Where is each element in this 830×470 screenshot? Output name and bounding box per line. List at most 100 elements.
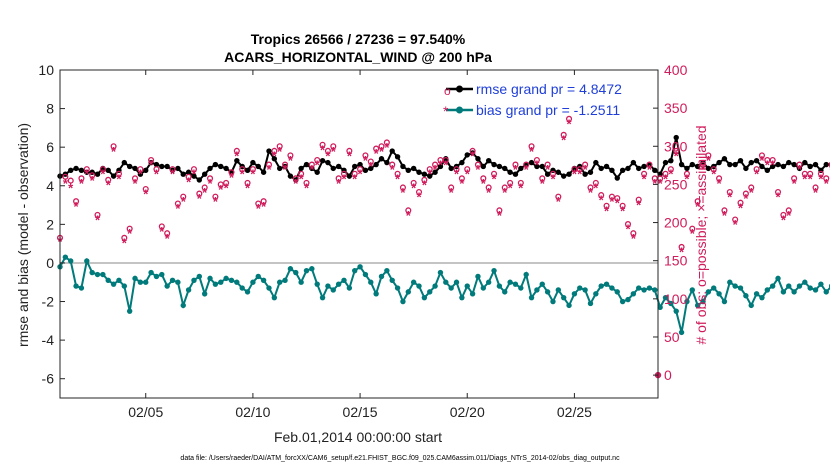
bias-point — [823, 289, 829, 295]
rmse-point — [384, 159, 390, 166]
bias-point — [218, 279, 224, 285]
rmse-point — [121, 159, 128, 166]
rmse-point — [143, 167, 149, 174]
obs-possible-point — [485, 184, 492, 191]
obs-assimilated-point: * — [250, 167, 256, 182]
rmse-point — [689, 161, 695, 168]
y-right-tick-label: 250 — [664, 176, 688, 192]
bias-point — [341, 277, 347, 284]
obs-possible-point — [105, 176, 112, 183]
obs-assimilated-point: * — [68, 180, 74, 195]
bias-point — [689, 287, 695, 293]
bias-point — [298, 279, 304, 285]
rmse-point — [480, 163, 487, 170]
rmse-point — [791, 161, 797, 168]
bias-point — [748, 302, 754, 309]
obs-assimilated-point: * — [561, 132, 567, 147]
obs-possible-point — [785, 207, 792, 214]
y-left-tick-label: 4 — [46, 178, 54, 194]
obs-possible-point — [817, 170, 824, 177]
bias-point — [159, 271, 165, 278]
obs-possible-point — [110, 143, 117, 150]
bias-point — [309, 266, 315, 272]
obs-possible-point — [394, 170, 401, 177]
obs-possible-point — [614, 195, 621, 202]
obs-possible-point — [324, 147, 331, 154]
rmse-point — [68, 167, 74, 174]
bias-point — [507, 279, 513, 285]
obs-assimilated-point: * — [717, 176, 723, 191]
bias-point — [502, 289, 508, 295]
obs-assimilated-point: * — [577, 167, 583, 182]
obs-possible-point — [608, 193, 615, 200]
obs-possible-point — [190, 166, 198, 173]
bias-point — [539, 281, 545, 287]
obs-assimilated-point: * — [813, 185, 819, 200]
obs-assimilated-point: * — [379, 144, 385, 159]
rmse-point — [244, 167, 251, 174]
obs-assimilated-point: * — [433, 162, 439, 177]
obs-possible-point — [555, 193, 562, 200]
rmse-point — [614, 175, 620, 181]
obs-assimilated-point: * — [245, 180, 251, 195]
bias-point — [362, 271, 369, 278]
obs-possible-point — [566, 115, 573, 122]
obs-assimilated-point: * — [304, 180, 310, 195]
obs-assimilated-point: * — [711, 167, 717, 182]
obs-possible-point — [748, 184, 755, 191]
obs-assimilated-point: * — [486, 185, 492, 200]
obs-assimilated-point: * — [722, 208, 728, 223]
obs-possible-point — [201, 184, 208, 191]
bias-point — [384, 267, 390, 274]
obs-possible-point — [399, 184, 406, 191]
obs-possible-point — [742, 190, 749, 197]
bias-point — [196, 273, 203, 280]
obs-possible-point — [726, 188, 733, 196]
bias-point — [786, 283, 792, 289]
obs-assimilated-point: * — [347, 148, 353, 163]
obs-possible-point — [469, 147, 476, 154]
rmse-point — [368, 165, 374, 172]
obs-assimilated-point: * — [508, 180, 514, 195]
rmse-point — [73, 165, 79, 172]
rmse-point — [636, 165, 642, 172]
rmse-point — [496, 163, 503, 170]
obs-possible-point — [732, 216, 739, 223]
rmse-point — [673, 134, 679, 141]
obs-assimilated-point: * — [368, 159, 374, 174]
y-right-tick-label: 200 — [664, 215, 688, 231]
obs-assimilated-point: * — [706, 153, 712, 168]
obs-assimilated-point: * — [202, 185, 208, 200]
obs-possible-point — [576, 166, 583, 173]
obs-assimilated-point: * — [818, 171, 824, 186]
obs-possible-point — [164, 230, 171, 237]
obs-assimilated-point: * — [663, 171, 669, 186]
obs-assimilated-point: * — [802, 171, 808, 186]
rmse-point — [694, 163, 701, 170]
bias-point — [807, 285, 813, 291]
rmse-point — [598, 165, 604, 172]
obs-assimilated-point: * — [658, 176, 664, 191]
bias-point — [437, 269, 444, 276]
obs-assimilated-point: * — [679, 245, 685, 260]
obs-assimilated-point: * — [775, 190, 781, 205]
rmse-point — [780, 163, 787, 170]
obs-possible-point — [758, 152, 766, 159]
obs-possible-point — [474, 161, 482, 168]
bias-point — [143, 279, 149, 285]
bias-point — [464, 283, 470, 289]
rmse-point — [185, 169, 192, 175]
bias-point — [260, 277, 267, 284]
obs-assimilated-point: * — [518, 180, 524, 195]
bias-point — [303, 267, 310, 274]
obs-possible-point — [780, 211, 787, 218]
rmse-point — [775, 161, 781, 168]
bias-point — [78, 285, 85, 291]
obs-possible-point — [180, 193, 187, 200]
rmse-point — [582, 171, 588, 177]
bias-point — [357, 264, 363, 270]
obs-assimilated-point: * — [492, 171, 498, 186]
obs-possible-point — [791, 175, 798, 182]
bias-point — [266, 285, 272, 291]
obs-assimilated-point: * — [288, 153, 294, 168]
